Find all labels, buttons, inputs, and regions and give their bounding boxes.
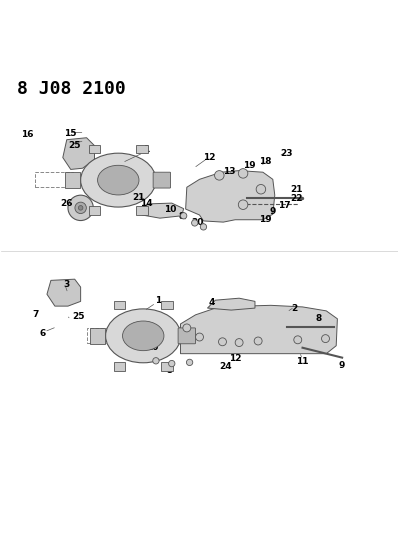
Circle shape (180, 213, 187, 219)
Text: 6: 6 (40, 329, 46, 338)
Polygon shape (207, 298, 255, 310)
Text: 18: 18 (259, 157, 271, 166)
Circle shape (192, 220, 198, 226)
Text: 8: 8 (315, 314, 322, 324)
Polygon shape (63, 138, 95, 169)
Text: 7: 7 (32, 310, 38, 319)
Bar (89, 146, 101, 153)
Text: 3: 3 (64, 280, 70, 289)
Text: 12: 12 (203, 153, 215, 162)
Text: 19: 19 (259, 215, 271, 224)
Text: 8 J08 2100: 8 J08 2100 (17, 80, 126, 98)
Text: 16: 16 (21, 131, 34, 140)
Text: 1: 1 (143, 145, 149, 154)
Text: 11: 11 (296, 357, 309, 366)
Text: 25: 25 (72, 311, 85, 320)
Text: 21: 21 (290, 185, 303, 193)
Bar (35, 172, 73, 187)
Text: 14: 14 (140, 199, 152, 208)
Circle shape (238, 200, 248, 209)
Circle shape (196, 333, 203, 341)
Polygon shape (186, 171, 275, 222)
Bar (114, 301, 125, 309)
Circle shape (215, 171, 224, 180)
Polygon shape (47, 279, 81, 306)
Bar (87, 327, 124, 343)
Polygon shape (142, 203, 184, 218)
Text: 25: 25 (69, 141, 81, 150)
Text: 21: 21 (132, 192, 144, 201)
Circle shape (256, 184, 266, 194)
Bar (136, 146, 148, 153)
Circle shape (78, 206, 83, 210)
Text: 17: 17 (279, 200, 291, 209)
Bar (161, 301, 173, 309)
Circle shape (186, 359, 193, 366)
Text: 10: 10 (164, 205, 176, 214)
Circle shape (68, 195, 93, 221)
Text: 24: 24 (219, 362, 231, 371)
Bar (161, 362, 173, 371)
Circle shape (219, 338, 227, 346)
Text: 10: 10 (146, 343, 158, 352)
Circle shape (183, 324, 191, 332)
Text: 9: 9 (270, 207, 276, 216)
Text: 9: 9 (339, 361, 345, 370)
Circle shape (322, 335, 330, 343)
Circle shape (254, 337, 262, 345)
Bar (65, 172, 80, 188)
Circle shape (200, 224, 207, 230)
Ellipse shape (106, 309, 181, 363)
Text: 2: 2 (291, 304, 298, 312)
FancyBboxPatch shape (178, 328, 196, 344)
Circle shape (153, 358, 159, 364)
Ellipse shape (98, 165, 139, 195)
Text: 26: 26 (61, 199, 73, 208)
Circle shape (169, 360, 175, 367)
Text: 1: 1 (155, 296, 161, 305)
Text: 15: 15 (65, 130, 77, 138)
Text: 20: 20 (192, 217, 204, 227)
Bar (114, 362, 125, 371)
Text: 8: 8 (178, 213, 185, 222)
FancyBboxPatch shape (153, 172, 171, 188)
Text: 5: 5 (167, 366, 173, 375)
Polygon shape (180, 305, 338, 354)
Text: 19: 19 (243, 161, 255, 170)
Bar (90, 328, 105, 344)
Circle shape (294, 336, 302, 344)
Circle shape (75, 202, 86, 214)
Text: 12: 12 (229, 354, 241, 363)
Text: 23: 23 (280, 149, 293, 158)
Circle shape (238, 168, 248, 178)
Bar (136, 206, 148, 215)
Text: 22: 22 (290, 194, 303, 203)
Bar (89, 206, 101, 215)
Ellipse shape (81, 153, 156, 207)
Text: 13: 13 (223, 167, 235, 176)
Text: 4: 4 (208, 298, 215, 308)
Circle shape (235, 338, 243, 346)
Ellipse shape (122, 321, 164, 351)
